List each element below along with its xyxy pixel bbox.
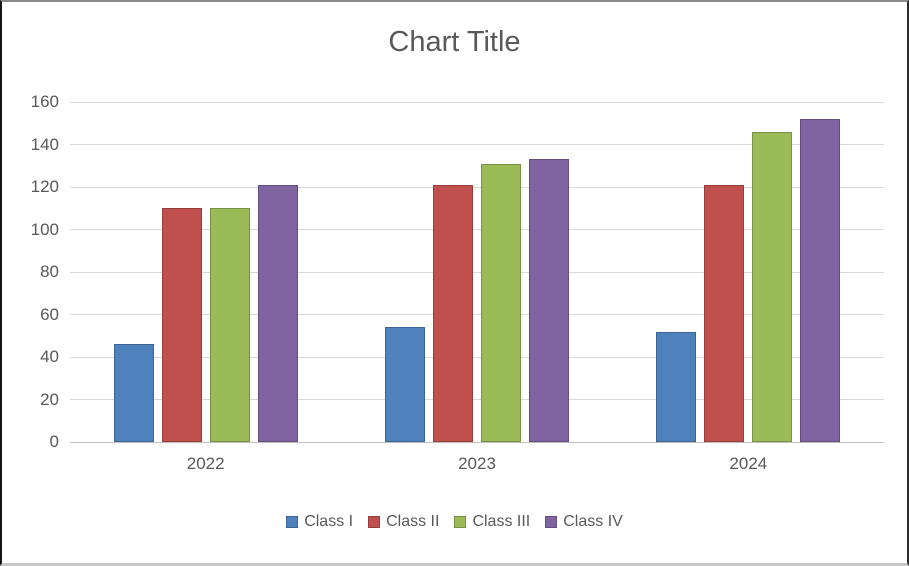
gridline [70,271,884,273]
bar-class-ii-2024 [704,184,745,442]
gridline [70,229,884,230]
y-axis-tick-label: 80 [40,262,59,281]
y-axis-tick-label: 120 [30,177,59,196]
y-axis-tick-label: 140 [30,134,59,154]
x-axis-tick-label: 2024 [729,454,768,473]
gridline [70,186,884,188]
y-axis-tick-label: 40 [40,347,59,366]
legend-label: Class I [304,513,354,530]
legend-item-class-iv: Class IV [545,513,623,531]
x-axis-tick-label: 2023 [458,454,496,473]
bar-class-i-2024 [656,331,697,442]
legend-swatch-icon [454,516,467,528]
bar-class-iv-2022 [257,184,298,442]
gridline [70,144,884,145]
chart-title: Chart Title [388,26,521,58]
bar-class-ii-2022 [161,208,202,442]
legend: Class I Class II Class III Class IV [2,513,907,531]
bar-group-2023 [341,102,612,442]
gridline [70,314,884,315]
y-axis-tick-label: 0 [49,432,59,451]
y-axis-tick-label: 20 [40,389,59,409]
gridline [70,101,884,103]
gridline [70,399,884,400]
bar-class-i-2022 [113,344,154,442]
y-axis-tick-label: 160 [30,92,59,111]
legend-label: Class III [472,513,531,530]
bar-class-iii-2023 [480,163,521,442]
legend-item-class-i: Class I [286,513,353,531]
legend-item-class-ii: Class II [368,513,439,531]
x-axis-tick-label: 2022 [186,454,225,473]
bar-group-2022 [70,102,341,442]
bar-class-i-2023 [384,327,425,442]
bar-class-ii-2023 [432,184,473,442]
gridline [70,356,884,358]
legend-label: Class IV [563,513,623,530]
bar-group-2024 [613,102,884,442]
legend-label: Class II [386,513,440,530]
legend-swatch-icon [545,516,558,528]
y-axis-tick-label: 60 [40,304,59,324]
bar-class-iii-2022 [209,208,250,442]
y-axis-tick-label: 100 [30,219,59,239]
legend-swatch-icon [286,516,299,528]
legend-swatch-icon [368,516,381,528]
legend-item-class-iii: Class III [454,513,530,531]
bar-class-iv-2023 [528,159,569,442]
plot-area [70,101,884,443]
bar-class-iv-2024 [800,119,841,442]
bar-class-iii-2024 [752,131,793,442]
